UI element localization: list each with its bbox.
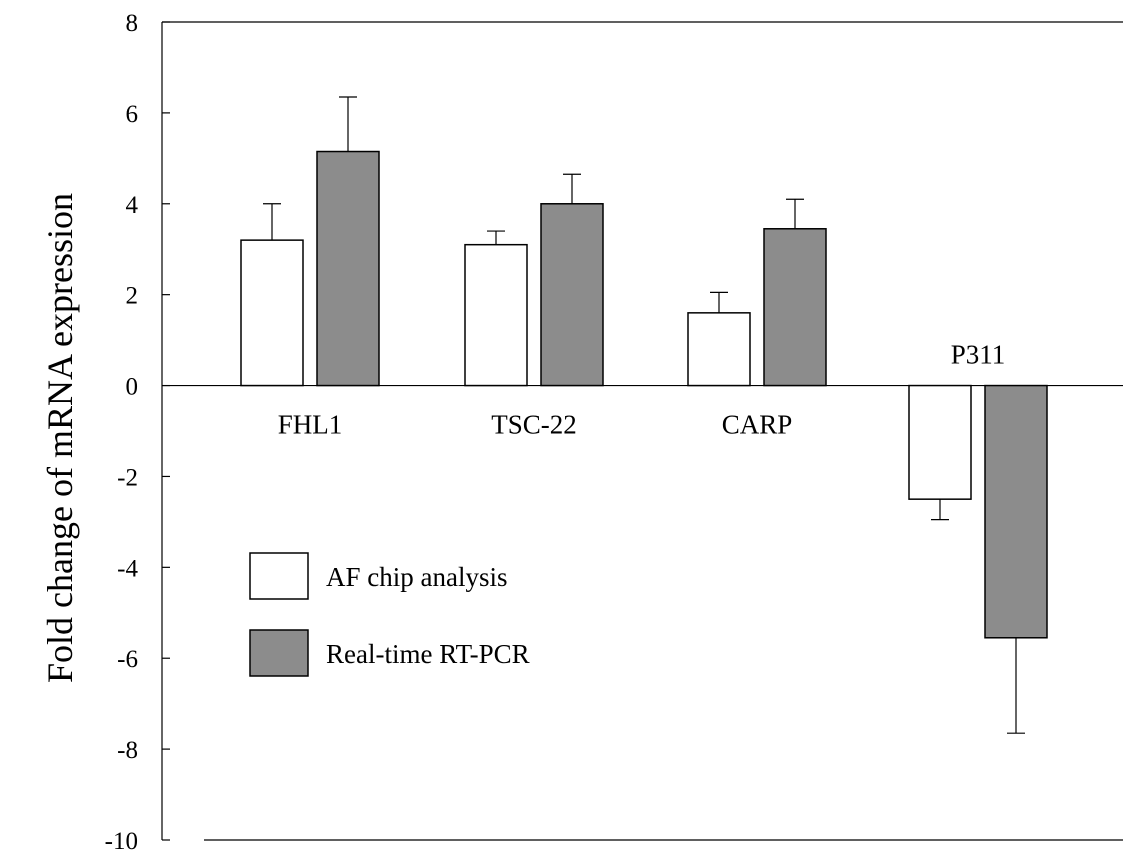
y-tick-label: 0 [126, 374, 139, 401]
bar-carp-series1 [687, 312, 751, 387]
y-tick-label: -6 [117, 646, 138, 673]
y-tick-label: -2 [117, 464, 138, 491]
bar-carp-series2 [763, 228, 827, 387]
category-label: FHL1 [278, 410, 343, 440]
legend-swatch [249, 552, 309, 600]
bar-tsc22-series1 [464, 243, 528, 387]
y-axis-label: Fold change of mRNA expression [40, 193, 80, 683]
y-tick-label: -4 [117, 555, 138, 582]
category-label: CARP [722, 410, 793, 440]
legend-label: Real-time RT-PCR [326, 639, 530, 669]
bar-fhl1-series2 [316, 150, 380, 387]
category-label: P311 [951, 340, 1006, 370]
legend-label: AF chip analysis [326, 562, 508, 592]
y-tick-label: 4 [126, 192, 139, 219]
y-tick-label: 8 [126, 10, 139, 37]
bar-p311-series1 [908, 384, 972, 500]
bar-fhl1-series1 [240, 239, 304, 387]
y-tick-label: 6 [126, 101, 139, 128]
category-label: TSC-22 [491, 410, 577, 440]
y-tick-label: -8 [117, 737, 138, 764]
y-tick-label: -10 [105, 828, 138, 855]
legend-swatch [249, 629, 309, 677]
bar-p311-series2 [984, 384, 1048, 639]
bar-tsc22-series2 [540, 203, 604, 387]
y-tick-label: 2 [126, 283, 139, 310]
